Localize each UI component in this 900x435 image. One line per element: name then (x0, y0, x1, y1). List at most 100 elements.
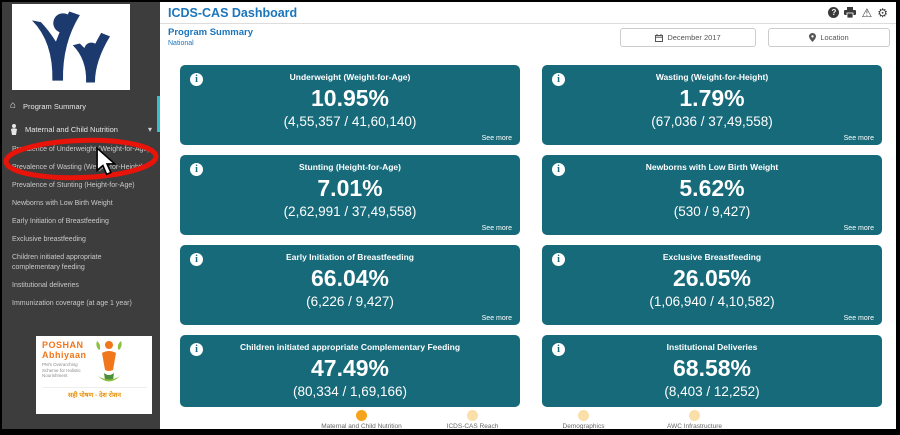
info-icon[interactable]: i (190, 253, 203, 266)
card-title: Institutional Deliveries (666, 342, 758, 352)
date-filter-button[interactable]: December 2017 (620, 28, 756, 47)
card-value: 10.95% (310, 85, 389, 111)
poshan-text: POSHAN Abhiyaan PM's Overarching Scheme … (42, 340, 87, 384)
see-more-link[interactable]: See more (843, 315, 874, 322)
location-pin-icon (809, 33, 817, 42)
card-fraction: (2,62,991 / 37,49,558) (283, 204, 417, 219)
sidebar-item-prevalence-wasting[interactable]: Prevalence of Wasting (Weight-for-Height… (12, 164, 144, 171)
card-low-birth-weight[interactable]: i Newborns with Low Birth Weight 5.62% (… (542, 155, 882, 235)
sidebar-item-newborns-low-birth-weight[interactable]: Newborns with Low Birth Weight (12, 200, 113, 207)
home-icon: ⌂ (10, 100, 17, 111)
pager-label: ICDS-CAS Reach (446, 423, 499, 429)
sidebar-item-exclusive-breastfeeding[interactable]: Exclusive breastfeeding (12, 236, 86, 243)
top-bar: ICDS-CAS Dashboard ? ⚠ ⚙ (160, 2, 896, 24)
pager-label: AWC Infrastructure (666, 423, 723, 429)
poshan-name-line2: Abhiyaan (42, 350, 87, 360)
page-heading: Program Summary National (168, 27, 253, 48)
card-fraction: (6,226 / 9,427) (306, 294, 394, 309)
card-title: Exclusive Breastfeeding (662, 252, 762, 262)
pager-dot (689, 410, 700, 421)
card-title: Underweight (Weight-for-Age) (289, 72, 411, 82)
card-value: 66.04% (310, 265, 389, 291)
calendar-icon (655, 33, 664, 42)
info-icon[interactable]: i (552, 73, 565, 86)
poshan-tagline: सही पोषण - देश रोशन (42, 387, 147, 399)
card-stunting[interactable]: i Stunting (Height-for-Age) 7.01% (2,62,… (180, 155, 520, 235)
pager-icds-cas-reach[interactable]: ICDS-CAS Reach (417, 410, 528, 429)
sidebar-menu: ⌂ Program Summary Maternal and Child Nut… (2, 94, 160, 313)
sidebar-item-early-initiation-breastfeeding[interactable]: Early Initiation of Breastfeeding (12, 218, 109, 225)
card-value: 47.49% (310, 355, 389, 381)
sidebar-item-immunization-coverage[interactable]: Immunization coverage (at age 1 year) (12, 300, 132, 307)
sidebar-item-program-summary[interactable]: ⌂ Program Summary (2, 94, 160, 118)
pager-maternal-child-nutrition[interactable]: Maternal and Child Nutrition (306, 410, 417, 429)
sidebar-item-institutional-deliveries[interactable]: Institutional deliveries (12, 282, 79, 289)
info-icon[interactable]: i (552, 163, 565, 176)
settings-gear-icon[interactable]: ⚙ (877, 5, 888, 20)
sidebar-item-prevalence-underweight[interactable]: Prevalence of Underweight (Weight-for-Ag… (12, 146, 150, 153)
see-more-link[interactable]: See more (843, 135, 874, 142)
card-title: Newborns with Low Birth Weight (645, 162, 779, 172)
pager-label: Maternal and Child Nutrition (321, 423, 402, 429)
page-title: Program Summary (168, 27, 254, 38)
pager-dot-active (356, 410, 367, 421)
sidebar-item-complementary-feeding[interactable]: Children initiated appropriate complemen… (12, 254, 102, 271)
sidebar-item-maternal-child-nutrition[interactable]: Maternal and Child Nutrition ▾ (2, 118, 160, 141)
card-fraction: (8,403 / 12,252) (664, 384, 760, 399)
card-exclusive-breastfeeding[interactable]: i Exclusive Breastfeeding 26.05% (1,06,9… (542, 245, 882, 325)
topbar-icons: ? ⚠ ⚙ (828, 7, 888, 19)
card-fraction: (530 / 9,427) (673, 204, 751, 219)
sidebar-item-prevalence-stunting[interactable]: Prevalence of Stunting (Height-for-Age) (12, 182, 135, 189)
card-title: Early Initiation of Breastfeeding (286, 252, 414, 262)
card-title: Stunting (Height-for-Age) (299, 162, 401, 172)
pager-dot (578, 410, 589, 421)
info-icon[interactable]: i (190, 73, 203, 86)
icds-logo-graphic (32, 11, 110, 83)
page-scope: National (168, 40, 194, 47)
print-icon[interactable] (844, 7, 857, 18)
sidebar-scrollbar-thumb[interactable] (157, 96, 160, 132)
card-value: 7.01% (317, 175, 383, 201)
card-title: Children initiated appropriate Complemen… (239, 342, 461, 352)
see-more-link[interactable]: See more (481, 315, 512, 322)
card-value: 5.62% (679, 175, 745, 201)
card-complementary-feeding[interactable]: i Children initiated appropriate Complem… (180, 335, 520, 407)
poshan-subtitle-line3: Nourishment (42, 373, 68, 378)
location-filter-button[interactable]: Location (768, 28, 890, 47)
card-wasting[interactable]: i Wasting (Weight-for-Height) 1.79% (67,… (542, 65, 882, 145)
card-value: 26.05% (672, 265, 751, 291)
see-more-link[interactable]: See more (843, 225, 874, 232)
sidebar-item-label: Maternal and Child Nutrition (25, 125, 118, 134)
info-icon[interactable]: i (552, 253, 565, 266)
person-icon (11, 124, 17, 135)
card-fraction: (80,334 / 1,69,166) (292, 384, 408, 399)
pager-demographics[interactable]: Demographics (528, 410, 639, 429)
see-more-link[interactable]: See more (481, 135, 512, 142)
card-underweight[interactable]: i Underweight (Weight-for-Age) 10.95% (4… (180, 65, 520, 145)
pager-dot (467, 410, 478, 421)
card-value: 1.79% (679, 85, 745, 111)
date-filter-label: December 2017 (667, 33, 721, 42)
card-early-initiation-breastfeeding[interactable]: i Early Initiation of Breastfeeding 66.0… (180, 245, 520, 325)
card-title: Wasting (Weight-for-Height) (655, 72, 769, 82)
poshan-subtitle-line2: Scheme for Holistic (42, 367, 81, 373)
card-fraction: (1,06,940 / 4,10,582) (649, 294, 775, 309)
help-icon[interactable]: ? (828, 7, 840, 18)
app-title: ICDS-CAS Dashboard (168, 5, 298, 20)
card-institutional-deliveries[interactable]: i Institutional Deliveries 68.58% (8,403… (542, 335, 882, 407)
poshan-figure-graphic (95, 341, 122, 382)
alert-icon[interactable]: ⚠ (861, 5, 873, 20)
dashboard-app: ⌂ Program Summary Maternal and Child Nut… (2, 2, 896, 429)
card-fraction: (67,036 / 37,49,558) (651, 114, 773, 129)
sub-header: Program Summary National December 2017 (160, 24, 896, 54)
info-icon[interactable]: i (190, 163, 203, 176)
pager-awc-infrastructure[interactable]: AWC Infrastructure (639, 410, 750, 429)
info-icon[interactable]: i (552, 343, 565, 356)
filters: December 2017 Location (620, 28, 890, 47)
info-icon[interactable]: i (190, 343, 203, 356)
see-more-link[interactable]: See more (481, 225, 512, 232)
sidebar: ⌂ Program Summary Maternal and Child Nut… (2, 2, 160, 429)
card-value: 68.58% (672, 355, 751, 381)
chevron-down-icon: ▾ (147, 125, 152, 134)
